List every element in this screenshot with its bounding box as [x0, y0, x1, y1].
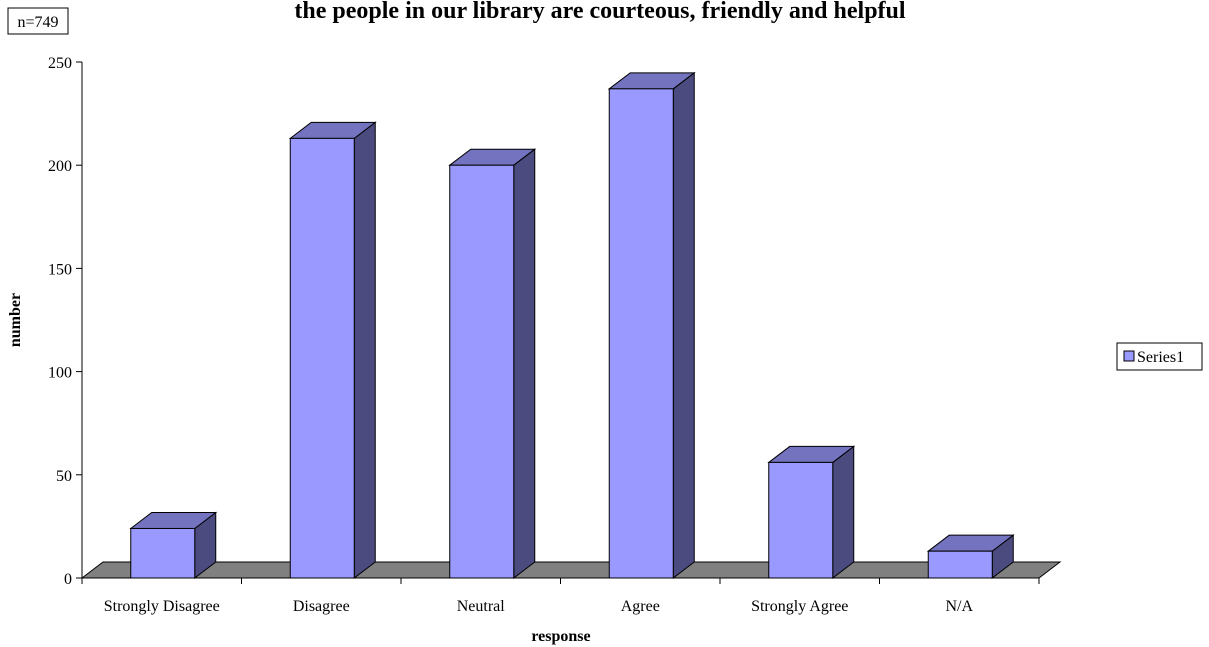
y-tick-label: 100	[48, 365, 72, 382]
bar	[129, 511, 218, 580]
annotation-text: n=749	[17, 14, 58, 31]
y-tick-label: 50	[56, 468, 72, 485]
legend: Series1	[1116, 342, 1203, 371]
sample-size-annotation: n=749	[7, 7, 69, 35]
x-tick-label: Agree	[621, 598, 660, 615]
bar-front	[768, 461, 834, 579]
x-tick-label: Neutral	[457, 598, 506, 615]
x-tick-label: Strongly Agree	[751, 598, 848, 615]
chart-floor	[80, 561, 1062, 579]
bar	[288, 121, 377, 580]
y-axis: 0 50 100 150 200 250	[48, 55, 83, 588]
y-tick-label: 250	[48, 55, 72, 72]
x-tick-label: N/A	[945, 598, 973, 615]
floor-plane	[80, 561, 1062, 579]
chart-title: the people in our library are courteous,…	[294, 0, 905, 24]
y-tick-label: 200	[48, 158, 72, 175]
bar	[926, 534, 1015, 580]
bar-front	[130, 527, 196, 579]
bar	[607, 71, 696, 580]
legend-label: Series1	[1137, 349, 1184, 366]
bar-front	[608, 88, 674, 579]
x-tick-label: Disagree	[293, 598, 350, 615]
bar-side	[832, 445, 855, 580]
bar-front	[927, 550, 993, 579]
bar-side	[513, 148, 536, 580]
bar-front	[449, 164, 515, 579]
y-axis-title: number	[7, 293, 24, 347]
bars	[129, 71, 1015, 580]
y-tick-label: 0	[64, 571, 72, 588]
bar-front	[289, 137, 355, 579]
bar-side	[353, 121, 376, 580]
bar	[448, 148, 537, 580]
annotation-box	[7, 7, 69, 35]
legend-swatch	[1123, 350, 1135, 362]
x-tick-label: Strongly Disagree	[104, 598, 220, 615]
bar	[767, 445, 856, 580]
x-axis-title: response	[531, 628, 590, 645]
y-tick-label: 150	[48, 261, 72, 278]
x-axis: Strongly Disagree Disagree Neutral Agree Str…	[81, 577, 1040, 615]
bar-side	[672, 71, 695, 580]
